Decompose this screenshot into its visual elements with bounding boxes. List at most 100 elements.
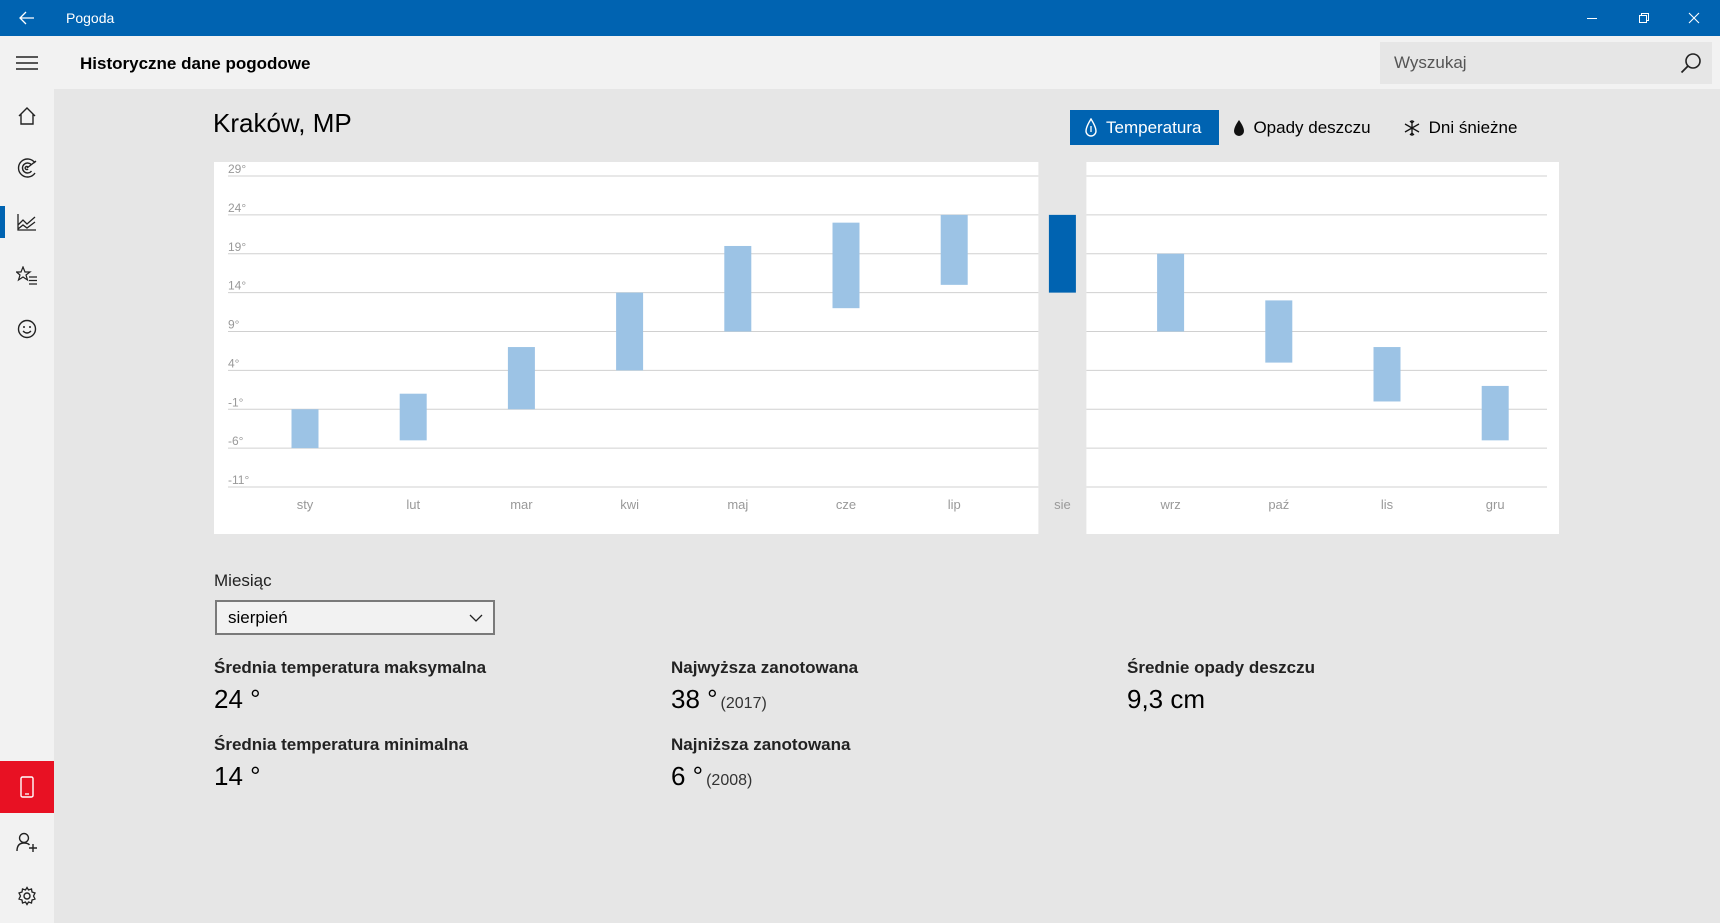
back-button[interactable] [0,0,54,36]
page-header: Historyczne dane pogodowe [54,36,1720,89]
temperature-bar-cze[interactable] [832,222,860,309]
x-tick-label: wrz [1159,497,1180,512]
y-tick-label: 9° [228,318,240,332]
temperature-bar-lip[interactable] [940,214,968,285]
tab-snow-label: Dni śnieżne [1428,117,1518,137]
gear-icon [18,886,36,906]
stat-record-high-label: Najwyższa zanotowana [671,658,859,677]
y-tick-label: -1° [228,395,244,409]
x-tick-label: gru [1486,497,1505,512]
temperature-bar-maj[interactable] [724,245,752,332]
restore-button[interactable] [1618,0,1670,36]
tab-rain[interactable]: Opady deszczu [1219,110,1388,145]
x-tick-label: cze [836,497,856,512]
temperature-bar-sty[interactable] [291,409,319,449]
star-list-icon [16,266,37,285]
title-bar: Pogoda [0,0,1720,36]
minimize-icon [1587,18,1597,19]
tab-temperature[interactable]: Temperatura [1070,110,1220,145]
stat-record-low-year: (2008) [706,772,753,789]
chevron-down-icon [469,614,483,622]
x-tick-label: lis [1381,497,1394,512]
temperature-bar-sie[interactable] [1048,214,1076,293]
stat-avg-max: Średnia temperatura maksymalna 24 ° [214,658,486,715]
search-button[interactable] [1676,48,1706,78]
sidebar-item-phone[interactable] [0,761,54,813]
close-button[interactable] [1668,0,1720,36]
sidebar-item-home[interactable] [0,90,54,142]
temperature-bar-mar[interactable] [507,347,535,410]
stat-avg-min-value: 14 ° [214,761,261,791]
temperature-bar-gru[interactable] [1481,385,1509,441]
stat-record-high-year: (2017) [720,695,767,712]
sidebar-item-maps[interactable] [0,142,54,194]
stat-record-low: Najniższa zanotowana 6 ° (2008) [671,735,850,792]
tab-snow[interactable]: Dni śnieżne [1389,110,1536,145]
stat-record-high: Najwyższa zanotowana 38 ° (2017) [671,658,858,715]
thermometer-drop-icon [1085,117,1097,137]
y-tick-label: -11° [228,473,249,487]
stat-record-low-value: 6 ° [671,761,704,791]
stat-avg-max-label: Średnia temperatura maksymalna [214,658,487,677]
tab-rain-label: Opady deszczu [1253,117,1371,137]
stat-record-high-value: 38 ° [671,684,718,714]
page-title: Historyczne dane pogodowe [80,54,311,73]
x-tick-label: sie [1054,497,1071,512]
temperature-chart: 29° 24° 19° 14° 9° 4° -1° -6° -11° sty lut mar kwi ma… [214,162,1559,534]
stat-avg-rain-value: 9,3 cm [1127,684,1206,714]
search-box [1380,42,1712,84]
stat-avg-rain: Średnie opady deszczu 9,3 cm [1127,658,1315,715]
sidebar-item-places[interactable] [0,250,54,302]
month-label: Miesiąc [214,571,272,590]
restore-icon [1639,13,1649,23]
y-tick-label: 14° [228,279,246,293]
hamburger-icon [16,56,38,70]
temperature-bar-lis[interactable] [1373,347,1401,402]
location-title: Kraków, MP [213,108,352,138]
close-icon [1688,12,1700,24]
month-select[interactable]: sierpień [215,600,495,635]
person-add-icon [16,832,37,852]
x-tick-label: mar [510,497,533,512]
y-tick-label: 29° [228,162,246,176]
raindrop-icon [1234,119,1245,136]
hamburger-menu-button[interactable] [0,37,54,89]
y-tick-label: 4° [228,356,240,370]
chart-icon [17,214,36,231]
search-icon [1680,53,1701,74]
tab-temperature-label: Temperatura [1106,117,1202,137]
stat-avg-max-value: 24 ° [214,684,261,714]
x-tick-label: sty [297,497,314,512]
smiley-icon [17,319,37,339]
stat-avg-min-label: Średnia temperatura minimalna [214,735,469,754]
stat-avg-min: Średnia temperatura minimalna 14 ° [214,735,468,792]
month-select-value: sierpień [228,607,288,627]
chart-panel-right [1086,162,1559,534]
y-tick-label: -6° [228,434,244,448]
temperature-bar-wrz[interactable] [1157,253,1185,332]
back-arrow-icon [19,11,34,25]
sidebar-item-account[interactable] [0,816,54,868]
temperature-bar-kwi[interactable] [616,292,644,371]
radar-icon [17,158,37,178]
stat-avg-rain-label: Średnie opady deszczu [1127,658,1315,677]
home-icon [18,107,36,125]
x-tick-label: lip [948,497,961,512]
snowflake-icon [1404,119,1419,136]
minimize-button[interactable] [1566,0,1618,36]
temperature-chart-svg: 29° 24° 19° 14° 9° 4° -1° -6° -11° sty lut mar kwi ma… [214,162,1559,534]
stat-record-low-label: Najniższa zanotowana [671,735,851,754]
x-tick-label: paź [1268,497,1289,512]
sidebar-item-settings[interactable] [0,870,54,922]
temperature-bar-paź[interactable] [1265,300,1293,363]
search-input[interactable] [1380,42,1670,84]
sidebar-item-feedback[interactable] [0,303,54,355]
metric-tabs: Temperatura Opady deszczu Dni śnieżne [1070,110,1535,145]
y-tick-label: 24° [228,201,246,215]
y-tick-label: 19° [228,240,246,254]
x-tick-label: kwi [620,497,639,512]
nav-sidebar [0,36,54,923]
x-tick-label: lut [406,497,420,512]
temperature-bar-lut[interactable] [399,393,427,441]
sidebar-item-historical[interactable] [0,196,54,248]
